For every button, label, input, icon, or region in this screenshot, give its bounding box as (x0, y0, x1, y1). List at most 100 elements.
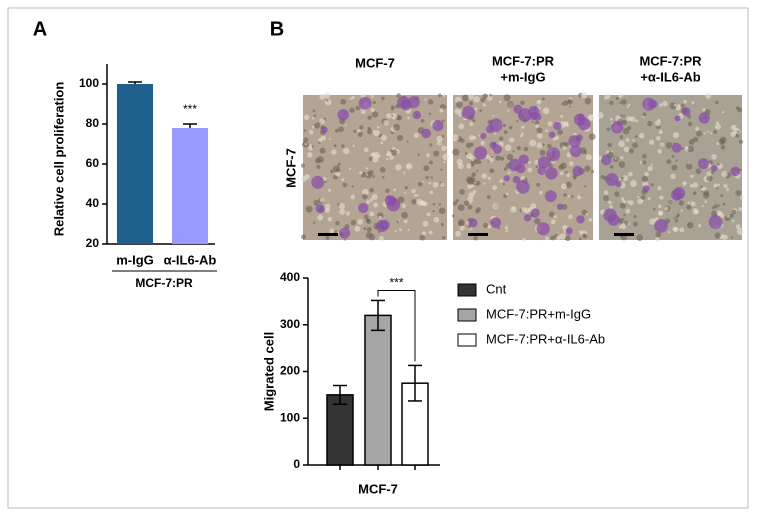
cell-texture (659, 195, 664, 200)
cell-texture (636, 234, 644, 242)
cell-texture (550, 219, 556, 225)
cell-texture (695, 126, 700, 131)
cell-texture (380, 134, 387, 141)
cell-texture (687, 145, 695, 153)
cell-texture (607, 142, 612, 148)
cell-texture (474, 107, 478, 111)
cell-texture (467, 204, 473, 210)
cell-texture (311, 125, 315, 129)
cell-texture (442, 94, 446, 97)
cell-texture (603, 195, 609, 202)
scale-bar (468, 233, 488, 236)
cell-texture (482, 103, 486, 107)
cell-texture (649, 218, 656, 225)
cell-texture (366, 128, 373, 135)
cell-texture (407, 229, 410, 232)
cell-texture (695, 168, 702, 175)
cell-texture (647, 120, 653, 127)
cell-texture (489, 93, 493, 97)
cell-texture (350, 194, 356, 200)
x-tick-label: m-IgG (116, 252, 154, 267)
cell-texture (460, 138, 465, 143)
cell-texture (324, 180, 327, 184)
cell-texture (411, 199, 417, 205)
cell-texture (619, 177, 622, 181)
cell-texture (550, 235, 555, 241)
cell-texture (721, 170, 728, 178)
cell-texture (619, 135, 624, 139)
cell-texture (351, 96, 355, 100)
cell-texture (474, 181, 477, 184)
cell-texture (623, 146, 630, 153)
stained-cell (376, 220, 389, 232)
cell-texture (481, 173, 487, 179)
cell-texture (487, 176, 492, 181)
stained-cell (553, 121, 562, 131)
cell-texture (713, 129, 718, 134)
cell-texture (473, 96, 480, 103)
cell-texture (379, 166, 386, 173)
cell-texture (378, 215, 382, 219)
y-tick-label: 100 (280, 410, 300, 424)
column-header: +m-IgG (500, 69, 545, 84)
cell-texture (681, 147, 684, 150)
cell-texture (715, 187, 718, 190)
cell-texture (722, 202, 726, 206)
cell-texture (406, 140, 409, 143)
cell-texture (390, 112, 398, 120)
cell-texture (337, 163, 340, 167)
cell-texture (439, 107, 444, 113)
cell-texture (365, 218, 370, 223)
cell-texture (738, 207, 743, 212)
cell-texture (609, 100, 614, 106)
cell-texture (578, 237, 582, 241)
cell-texture (615, 96, 619, 100)
cell-texture (523, 146, 529, 152)
cell-texture (628, 103, 631, 107)
cell-texture (692, 182, 699, 188)
cell-texture (494, 132, 497, 135)
cell-texture (368, 156, 373, 161)
panel-label: A (33, 18, 47, 40)
cell-texture (542, 107, 550, 115)
cell-texture (393, 188, 397, 192)
cell-texture (345, 211, 351, 216)
cell-texture (380, 141, 384, 145)
bar (117, 84, 153, 244)
cell-texture (316, 164, 321, 170)
cell-texture (317, 214, 324, 221)
cell-texture (329, 228, 335, 234)
cell-texture (709, 132, 713, 135)
stained-cell (315, 204, 325, 213)
cell-texture (626, 105, 630, 108)
cell-texture (458, 123, 465, 130)
cell-texture (334, 171, 341, 177)
cell-texture (389, 155, 394, 160)
cell-texture (313, 199, 319, 206)
cell-texture (560, 114, 564, 118)
cell-texture (432, 209, 435, 213)
cell-texture (468, 135, 475, 141)
cell-texture (701, 204, 704, 208)
cell-texture (563, 142, 569, 147)
cell-texture (731, 219, 735, 222)
cell-texture (658, 129, 663, 135)
cell-texture (416, 194, 419, 197)
cell-texture (467, 184, 473, 190)
cell-texture (441, 145, 447, 152)
cell-texture (442, 119, 445, 123)
cell-texture (307, 152, 313, 158)
cell-texture (671, 164, 678, 171)
cell-texture (440, 182, 445, 187)
cell-texture (413, 132, 419, 139)
cell-texture (655, 237, 660, 242)
y-axis-label: Relative cell proliferation (51, 82, 66, 237)
cell-texture (687, 222, 690, 226)
cell-texture (351, 185, 354, 188)
cell-texture (625, 208, 631, 214)
cell-texture (468, 192, 475, 199)
cell-texture (399, 228, 402, 232)
stained-cell (537, 166, 547, 175)
cell-texture (473, 236, 478, 241)
cell-texture (393, 123, 401, 131)
